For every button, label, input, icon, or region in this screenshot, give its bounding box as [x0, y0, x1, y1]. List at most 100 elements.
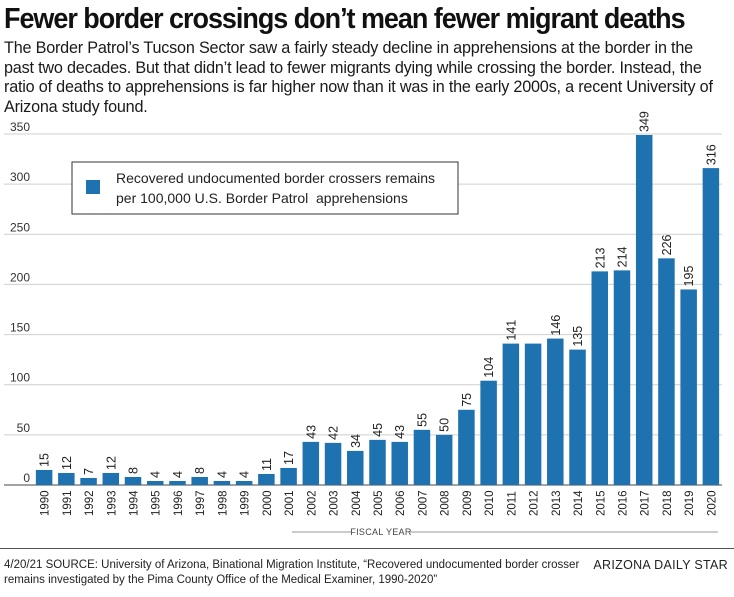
x-tick-label-2017: 2017: [640, 490, 652, 516]
x-tick-label-2011: 2011: [506, 491, 518, 516]
y-tick-label: 150: [10, 321, 30, 335]
bar-label-2015: 213: [593, 247, 607, 268]
y-tick-label: 350: [10, 120, 30, 134]
bar-2020: [702, 168, 720, 485]
bar-1991: [58, 472, 75, 485]
bar-label-1991: 12: [60, 456, 74, 470]
y-tick-label: 100: [10, 371, 30, 385]
bar-1990: [35, 469, 53, 485]
bar-label-2003: 42: [327, 426, 341, 440]
x-tick-label-2010: 2010: [484, 490, 496, 516]
bar-1997: [191, 476, 208, 485]
bar-label-2020: 316: [704, 144, 718, 165]
bar-label-2017: 349: [638, 111, 652, 132]
bar-2012: [524, 343, 542, 485]
bar-2005: [369, 439, 386, 485]
bar-label-2018: 226: [660, 234, 674, 255]
bar-2003: [324, 442, 342, 485]
bar-labels: 15 12 7 12 8 4 4 8 4 4 11 17 43 42 34 45 43 55 50 75 104 141 1…: [38, 111, 719, 478]
x-tick-label-2016: 2016: [617, 490, 629, 516]
bar-label-1990: 15: [38, 453, 52, 467]
x-tick-label-2012: 2012: [529, 490, 541, 516]
x-tick-label-2013: 2013: [551, 490, 563, 516]
bar-label-1993: 12: [104, 456, 118, 470]
x-axis-label-group: FISCAL YEAR: [292, 527, 718, 537]
bar-label-2000: 11: [260, 458, 274, 471]
bar-label-1999: 4: [238, 471, 252, 478]
x-tick-label-2005: 2005: [373, 490, 385, 516]
y-tick-label: 300: [10, 170, 30, 184]
x-tick-label-2014: 2014: [573, 490, 585, 516]
bar-1995: [146, 480, 164, 485]
x-tick-label-2006: 2006: [395, 490, 407, 516]
bar-label-2016: 214: [615, 246, 629, 267]
y-tick-label: 0: [23, 471, 30, 485]
bar-2007: [413, 429, 431, 485]
bar-label-2008: 50: [438, 418, 452, 432]
bars: [35, 135, 720, 485]
legend: Recovered undocumented border crossers r…: [71, 161, 459, 215]
bar-2009: [458, 409, 475, 485]
x-tick-label-2019: 2019: [684, 490, 696, 516]
bar-2015: [591, 271, 609, 485]
bar-2014: [569, 349, 586, 485]
bar-2006: [391, 441, 408, 485]
bar-label-1998: 4: [215, 471, 229, 478]
bar-2019: [680, 289, 697, 485]
legend-swatch: [86, 180, 100, 194]
bar-label-2014: 135: [571, 326, 585, 347]
bar-label-1997: 8: [193, 467, 207, 474]
bar-2001: [280, 467, 297, 485]
y-tick-label: 250: [10, 220, 30, 234]
bar-2017: [635, 135, 653, 485]
x-tick-label-1991: 1991: [62, 490, 74, 516]
x-tick-label-1998: 1998: [217, 490, 229, 516]
bar-label-2019: 195: [682, 266, 696, 287]
x-tick-label-1997: 1997: [195, 490, 207, 516]
footer: 4/20/21 SOURCE: University of Arizona, B…: [0, 548, 734, 597]
x-tick-label-1994: 1994: [129, 490, 141, 516]
x-tick-label-1990: 1990: [40, 490, 52, 516]
headline: Fewer border crossings don’t mean fewer …: [4, 3, 686, 35]
bar-2002: [302, 441, 320, 485]
bar-label-1994: 8: [127, 467, 141, 474]
legend-label-line1: Recovered undocumented border crossers r…: [116, 170, 435, 186]
x-tick-label-2001: 2001: [284, 490, 296, 516]
bar-label-1996: 4: [171, 471, 185, 478]
bar-label-2001: 17: [282, 451, 296, 465]
bar-2016: [613, 270, 631, 485]
legend-label-line2: per 100,000 U.S. Border Patrol apprehens…: [116, 190, 408, 206]
x-tick-label-1995: 1995: [151, 490, 163, 516]
source-note: 4/20/21 SOURCE: University of Arizona, B…: [4, 559, 580, 586]
x-tick-label-1993: 1993: [106, 490, 118, 516]
bar-1999: [235, 480, 253, 485]
x-axis-label: FISCAL YEAR: [350, 527, 412, 537]
bar-label-2011: 141: [504, 320, 518, 341]
bar-label-2013: 146: [549, 315, 563, 336]
x-tick-label-1999: 1999: [240, 490, 252, 516]
x-tick-label-2009: 2009: [462, 490, 474, 516]
x-tick-label-2003: 2003: [329, 490, 341, 516]
legend-box: [71, 161, 459, 215]
bar-2011: [502, 343, 520, 485]
bar-label-2002: 43: [304, 425, 318, 439]
x-tick-label-2002: 2002: [306, 490, 318, 516]
bar-label-2010: 104: [482, 357, 496, 378]
bar-label-2006: 43: [393, 425, 407, 439]
bar-label-1995: 4: [149, 471, 163, 478]
bar-2008: [435, 434, 453, 485]
bar-1998: [213, 480, 231, 485]
x-tick-label-2015: 2015: [595, 490, 607, 516]
x-axis-ticks: 1990 1991 1992 1993 1994 1995 1996 1997 1998 1999…: [40, 490, 719, 516]
bar-label-1992: 7: [82, 468, 96, 475]
x-tick-label-2000: 2000: [262, 490, 274, 516]
y-tick-label: 50: [17, 421, 31, 435]
bar-1996: [169, 480, 186, 485]
x-tick-label-2007: 2007: [417, 490, 429, 516]
bar-label-2007: 55: [415, 413, 429, 427]
x-tick-label-2020: 2020: [706, 490, 718, 516]
y-axis-ticks: 0 50 100 150 200 250 300 350: [10, 120, 30, 485]
bar-2018: [658, 258, 675, 485]
x-tick-label-2004: 2004: [351, 490, 363, 516]
bar-2000: [258, 473, 275, 485]
